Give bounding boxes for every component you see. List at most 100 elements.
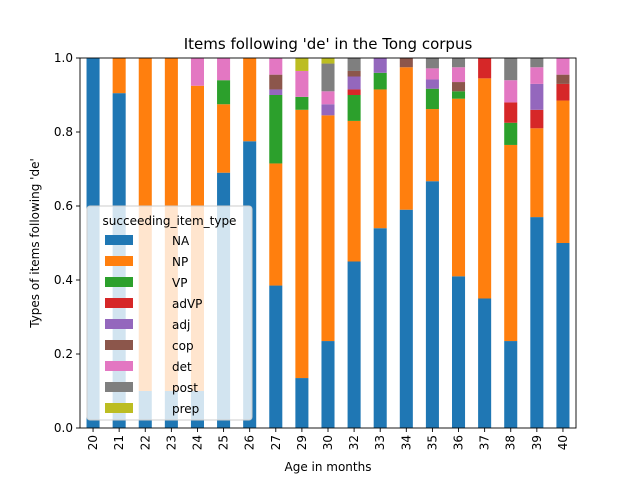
bar-segment-cop-40 (556, 74, 570, 84)
bar-segment-det-36 (452, 67, 466, 83)
bar-segment-cop-27 (269, 74, 283, 90)
legend-title: succeeding_item_type (103, 214, 237, 228)
bar-segment-VP-38 (504, 122, 518, 145)
bar-segment-NP-39 (530, 128, 544, 218)
legend-label-NP: NP (172, 255, 188, 269)
bar-segment-det-40 (556, 58, 570, 75)
bar-segment-det-35 (425, 68, 439, 80)
bar-segment-NP-40 (556, 100, 570, 243)
legend-items: NA NP VP adVP adj cop det post prep (105, 234, 202, 416)
legend-label-cop: cop (172, 339, 194, 353)
legend: succeeding_item_type NA NP VP adVP adj cop det… (86, 205, 253, 421)
chart-title: Items following 'de' in the Tong corpus (184, 35, 473, 53)
x-tick-label: 35 (425, 435, 439, 450)
x-tick-label: 30 (321, 435, 335, 450)
bar-segment-cop-36 (452, 82, 466, 92)
bar-segment-NA-27 (269, 285, 283, 428)
legend-label-prep: prep (172, 402, 199, 416)
x-tick-label: 21 (112, 435, 126, 450)
bar-segment-post-30 (321, 63, 335, 92)
bar-segment-VP-33 (373, 72, 387, 90)
bar-segment-NP-26 (243, 58, 257, 142)
x-tick-label: 25 (217, 435, 231, 450)
bar-segment-adVP-40 (556, 83, 570, 101)
bar-segment-adVP-32 (347, 89, 361, 95)
bar-segment-prep-29 (295, 58, 309, 71)
bar-segment-NA-38 (504, 341, 518, 428)
bar-segment-adj-32 (347, 76, 361, 90)
bar-segment-NP-32 (347, 120, 361, 262)
y-tick-label: 1.0 (54, 51, 73, 65)
bar-segment-NA-30 (321, 341, 335, 428)
bar-segment-det-29 (295, 70, 309, 97)
bar-segment-NA-32 (347, 261, 361, 428)
x-tick-label: 40 (556, 435, 570, 450)
bar-segment-adVP-39 (530, 109, 544, 129)
bar-segment-VP-27 (269, 95, 283, 164)
bar-segment-NP-25 (217, 104, 231, 173)
legend-label-NA: NA (172, 234, 190, 248)
legend-label-det: det (172, 360, 192, 374)
legend-swatch-NP (105, 256, 133, 266)
bar-segment-NP-21 (112, 58, 126, 94)
bar-segment-adj-33 (373, 58, 387, 73)
bar-segment-cop-34 (399, 58, 413, 68)
bar-segment-VP-32 (347, 95, 361, 121)
y-axis-label: Types of items following 'de' (28, 158, 42, 329)
bar-segment-cop-32 (347, 70, 361, 77)
legend-label-post: post (172, 381, 198, 395)
x-tick-label: 20 (86, 435, 100, 450)
legend-swatch-VP (105, 277, 133, 287)
bar-segment-NA-35 (425, 181, 439, 428)
y-tick-label: 0.4 (54, 273, 73, 287)
bar-segment-VP-25 (217, 80, 231, 105)
x-axis: 20 21 22 23 24 25 26 27 29 30 32 33 34 35 36 37 38 39 40 (86, 428, 570, 450)
y-tick-label: 0.6 (54, 199, 73, 213)
x-tick-label: 32 (347, 435, 361, 450)
x-axis-label: Age in months (285, 460, 372, 474)
bar-segment-NP-38 (504, 144, 518, 342)
bar-segment-det-39 (530, 67, 544, 84)
y-tick-label: 0.2 (54, 347, 73, 361)
x-tick-label: 34 (399, 435, 413, 450)
x-tick-label: 29 (295, 435, 309, 450)
x-tick-label: 22 (138, 435, 152, 450)
bar-segment-post-38 (504, 58, 518, 81)
bar-segment-adVP-38 (504, 102, 518, 123)
y-tick-label: 0.0 (54, 421, 73, 435)
bar-segment-det-25 (217, 58, 231, 81)
bar-segment-post-32 (347, 58, 361, 71)
y-axis: 0.0 0.2 0.4 0.6 0.8 1.0 (54, 51, 80, 435)
bar-segment-NP-29 (295, 109, 309, 379)
x-tick-label: 33 (373, 435, 387, 450)
bar-segment-NP-34 (399, 67, 413, 210)
bar-segment-NA-40 (556, 243, 570, 428)
x-tick-label: 24 (190, 435, 204, 450)
bar-segment-NP-27 (269, 163, 283, 286)
legend-swatch-prep (105, 403, 133, 413)
y-tick-label: 0.8 (54, 125, 73, 139)
legend-swatch-cop (105, 340, 133, 350)
bar-segment-NA-39 (530, 217, 544, 428)
bar-segment-NP-30 (321, 115, 335, 342)
bar-segment-adVP-37 (478, 58, 492, 79)
legend-swatch-adj (105, 319, 133, 329)
bar-segment-det-27 (269, 58, 283, 75)
legend-swatch-adVP (105, 298, 133, 308)
bar-segment-post-36 (452, 58, 466, 68)
bar-segment-adj-30 (321, 104, 335, 116)
x-tick-label: 36 (452, 435, 466, 450)
bar-segment-prep-30 (321, 58, 335, 64)
bar-segment-adj-35 (425, 79, 439, 89)
legend-label-VP: VP (172, 276, 187, 290)
legend-swatch-post (105, 382, 133, 392)
x-tick-label: 26 (243, 435, 257, 450)
bar-segment-NA-36 (452, 276, 466, 428)
legend-label-adj: adj (172, 318, 190, 332)
bar-segment-det-38 (504, 80, 518, 103)
bar-segment-post-39 (530, 58, 544, 68)
bar-segment-NA-37 (478, 298, 492, 428)
bar-segment-NP-37 (478, 78, 492, 299)
bar-segment-NP-36 (452, 98, 466, 277)
